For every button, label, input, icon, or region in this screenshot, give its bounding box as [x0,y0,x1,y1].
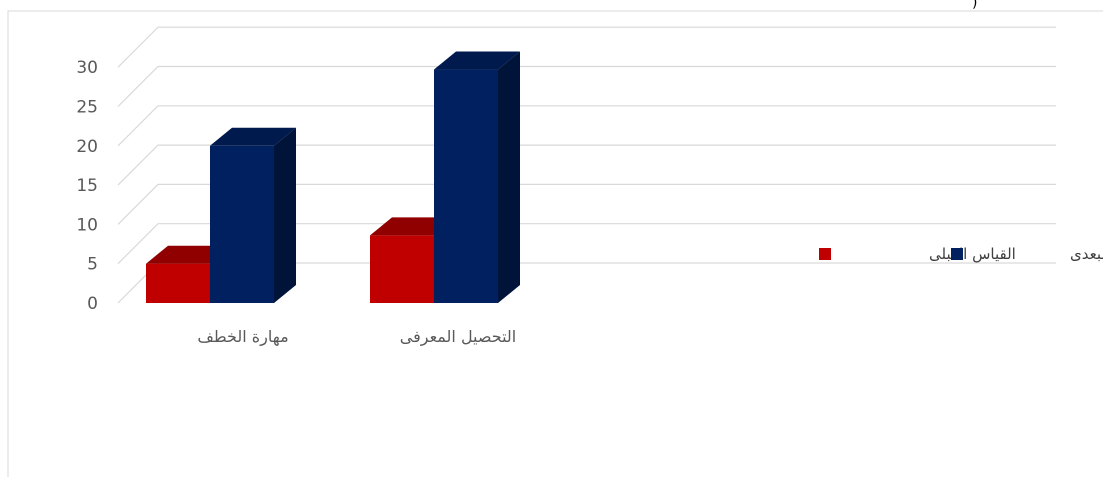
gridline [117,183,1056,225]
chart-border [7,10,1103,477]
x-tick-label: مهارة الخطف [197,327,288,347]
gridline [117,26,1056,68]
y-tick-label: 30 [76,58,98,78]
bar-top [434,51,520,70]
legend-swatch-after [951,248,963,260]
gridlines [117,26,1056,304]
x-tick-label: التحصيل المعرفى [400,327,516,347]
y-tick-label: 5 [87,255,98,275]
gridline [117,223,1056,265]
gridline [117,144,1056,186]
y-tick-label: 10 [76,215,98,235]
x-axis-ticks: مهارة الخطف التحصيل المعرفى [197,327,516,347]
y-tick-label: 20 [76,137,98,157]
bar-front [146,263,210,303]
legend: القياس القبلى القياس البعدى [819,245,1103,263]
y-tick-label: 25 [76,98,98,118]
bar-top [210,127,296,146]
bar-front [434,69,498,303]
bar-front [210,145,274,303]
y-axis-ticks: 0 5 10 15 20 25 30 [76,58,98,314]
bar [434,51,520,303]
legend-swatch-before [819,248,831,260]
bar-side [498,51,520,303]
bars [146,51,520,303]
bar-front [370,235,434,303]
bar-side [274,127,296,303]
y-tick-label: 0 [87,294,98,314]
gridline [117,105,1056,147]
top-fragment-text: ) [972,0,977,11]
legend-label-before: القياس القبلى [929,245,1016,263]
gridline [117,65,1056,107]
legend-label-after: القياس البعدى [1070,245,1103,263]
bar [210,127,296,303]
y-tick-label: 15 [76,176,98,196]
